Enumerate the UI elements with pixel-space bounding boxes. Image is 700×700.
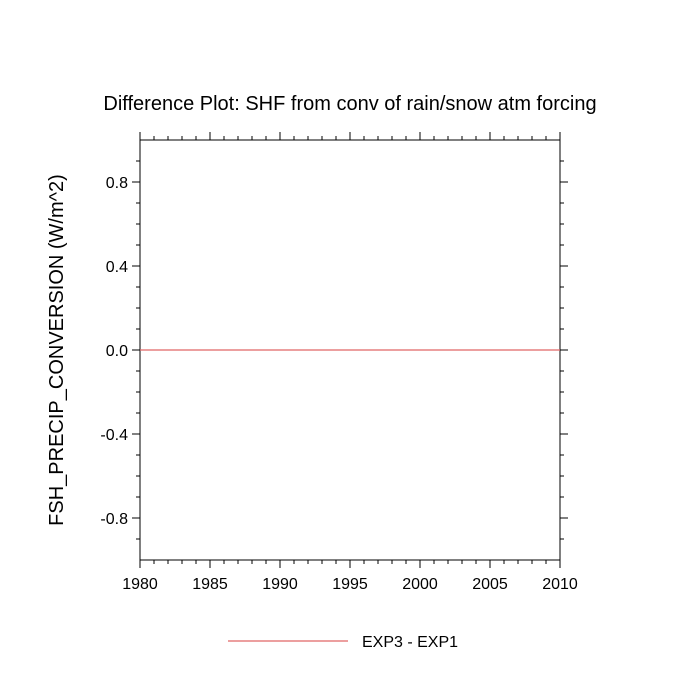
x-tick-label: 1995 bbox=[332, 576, 368, 593]
y-tick-label: -0.4 bbox=[100, 427, 128, 444]
x-tick-label: 1980 bbox=[122, 576, 158, 593]
x-tick-label: 2010 bbox=[542, 576, 578, 593]
axis-ticks bbox=[132, 132, 568, 568]
y-tick-label: 0.0 bbox=[106, 343, 128, 360]
legend: EXP3 - EXP1 bbox=[228, 634, 458, 651]
chart-title: Difference Plot: SHF from conv of rain/s… bbox=[103, 93, 596, 115]
y-tick-label: 0.8 bbox=[106, 175, 128, 192]
x-tick-label: 1990 bbox=[262, 576, 298, 593]
x-tick-label: 1985 bbox=[192, 576, 228, 593]
x-tick-label: 2000 bbox=[402, 576, 438, 593]
y-tick-label: 0.4 bbox=[106, 259, 128, 276]
legend-label-exp3-exp1: EXP3 - EXP1 bbox=[362, 634, 458, 651]
y-tick-label: -0.8 bbox=[100, 511, 128, 528]
x-tick-label: 2005 bbox=[472, 576, 508, 593]
tick-labels: 1980 1985 1990 1995 2000 2005 2010 -0.8 -0.4 0.0 0… bbox=[100, 175, 577, 593]
y-axis-label: FSH_PRECIP_CONVERSION (W/m^2) bbox=[46, 174, 68, 526]
